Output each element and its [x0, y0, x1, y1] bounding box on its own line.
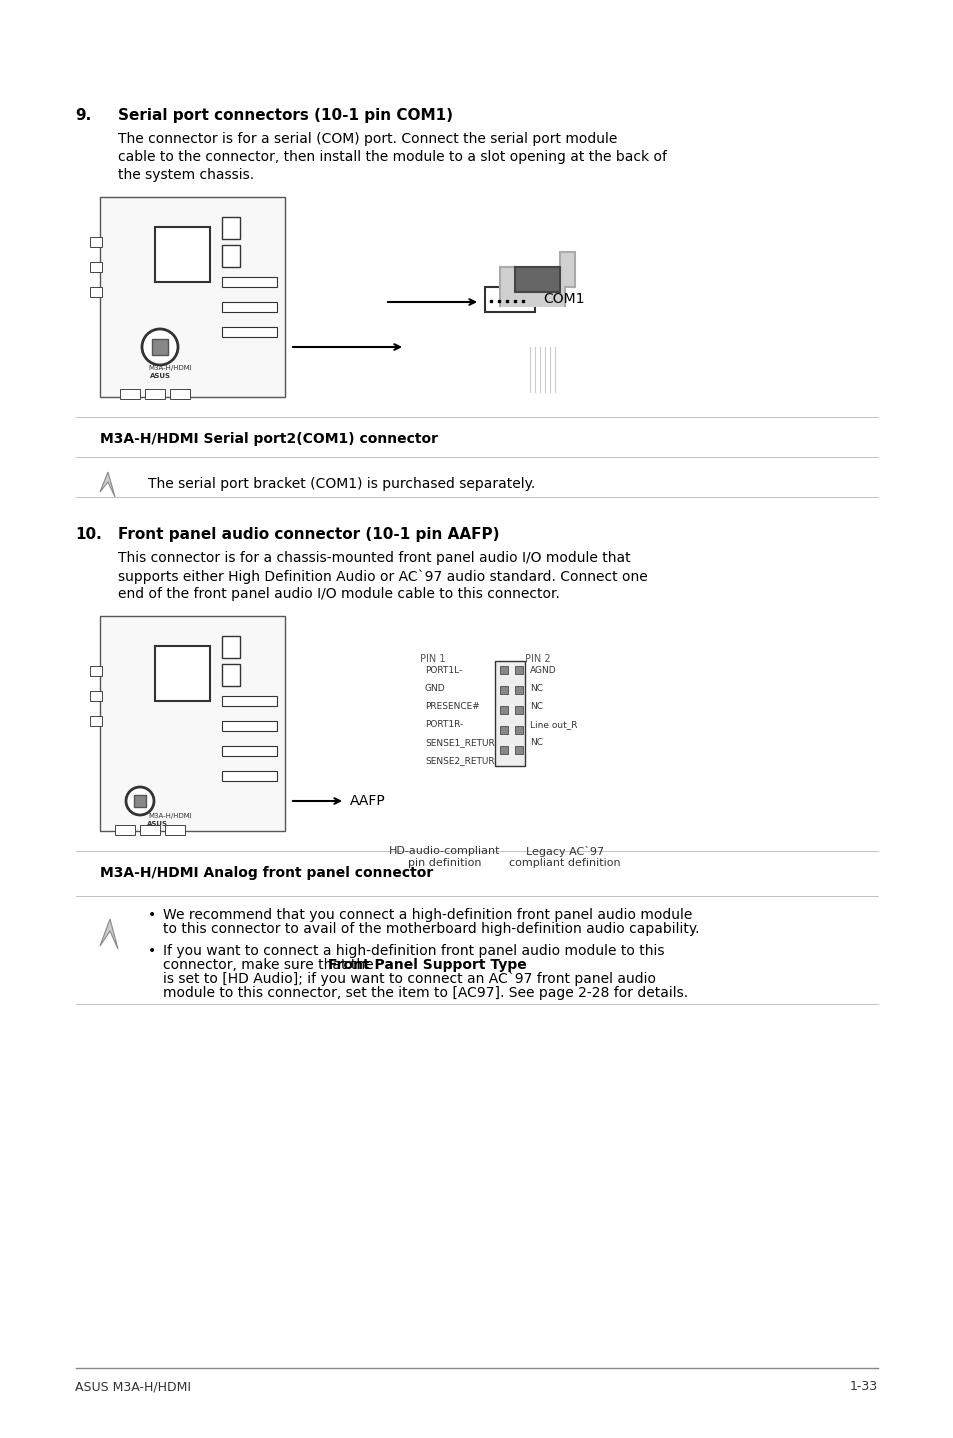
Bar	[222, 720, 276, 731]
Text: GND: GND	[424, 684, 445, 693]
Bar	[165, 825, 185, 835]
Bar	[120, 390, 140, 398]
Polygon shape	[499, 252, 575, 306]
Text: COM1: COM1	[542, 292, 584, 306]
Bar	[100, 197, 285, 397]
Text: to this connector to avail of the motherboard high-definition audio capability.: to this connector to avail of the mother…	[163, 922, 699, 936]
Bar	[222, 244, 240, 267]
Text: supports either High Definition Audio or AC`97 audio standard. Connect one: supports either High Definition Audio or…	[118, 569, 647, 584]
Bar	[90, 692, 102, 700]
Bar	[90, 716, 102, 726]
Circle shape	[142, 329, 178, 365]
Text: HD-audio-compliant: HD-audio-compliant	[389, 846, 500, 856]
Text: This connector is for a chassis-mounted front panel audio I/O module that: This connector is for a chassis-mounted …	[118, 551, 630, 565]
Text: ASUS M3A-H/HDMI: ASUS M3A-H/HDMI	[75, 1380, 191, 1393]
Bar	[100, 615, 285, 831]
Text: NC: NC	[530, 684, 542, 693]
Bar	[222, 326, 276, 336]
Bar	[499, 746, 507, 754]
Text: the system chassis.: the system chassis.	[118, 168, 253, 183]
Bar	[154, 227, 210, 282]
Text: is set to [HD Audio]; if you want to connect an AC`97 front panel audio: is set to [HD Audio]; if you want to con…	[163, 972, 656, 986]
Text: If you want to connect a high-definition front panel audio module to this: If you want to connect a high-definition…	[163, 943, 664, 958]
Text: M3A-H/HDMI: M3A-H/HDMI	[148, 365, 192, 371]
Bar	[222, 278, 276, 288]
Bar	[222, 664, 240, 686]
Bar	[515, 267, 559, 292]
Bar	[170, 390, 190, 398]
Text: M3A-H/HDMI Serial port2(COM1) connector: M3A-H/HDMI Serial port2(COM1) connector	[100, 431, 437, 446]
Text: AGND: AGND	[530, 666, 556, 674]
Text: •: •	[148, 907, 156, 922]
Bar	[222, 771, 276, 781]
Text: AAFP: AAFP	[350, 794, 385, 808]
Text: 1-33: 1-33	[849, 1380, 877, 1393]
Text: end of the front panel audio I/O module cable to this connector.: end of the front panel audio I/O module …	[118, 587, 559, 601]
Bar	[90, 237, 102, 247]
Text: ASUS: ASUS	[147, 821, 168, 827]
Polygon shape	[100, 919, 118, 949]
Bar	[484, 288, 535, 312]
Text: connector, make sure that the: connector, make sure that the	[163, 958, 377, 972]
Text: pin definition: pin definition	[408, 858, 481, 869]
Bar	[222, 746, 276, 756]
Bar	[515, 666, 522, 674]
Bar	[499, 666, 507, 674]
Text: The connector is for a serial (COM) port. Connect the serial port module: The connector is for a serial (COM) port…	[118, 132, 617, 147]
Bar	[515, 706, 522, 715]
Text: PORT1R-: PORT1R-	[424, 720, 463, 729]
Text: 10.: 10.	[75, 526, 102, 542]
Bar	[222, 217, 240, 239]
Text: The serial port bracket (COM1) is purchased separately.: The serial port bracket (COM1) is purcha…	[148, 477, 535, 490]
Bar	[222, 302, 276, 312]
Text: M3A-H/HDMI: M3A-H/HDMI	[148, 812, 192, 820]
Bar	[515, 726, 522, 733]
Text: Front Panel Support Type: Front Panel Support Type	[328, 958, 526, 972]
Bar	[152, 339, 168, 355]
Text: Legacy AC`97: Legacy AC`97	[525, 846, 603, 857]
Text: ASUS: ASUS	[150, 372, 171, 380]
Text: Serial port connectors (10-1 pin COM1): Serial port connectors (10-1 pin COM1)	[118, 108, 453, 124]
Bar	[499, 706, 507, 715]
Bar	[222, 636, 240, 659]
Text: 9.: 9.	[75, 108, 91, 124]
Bar	[222, 696, 276, 706]
Text: We recommend that you connect a high-definition front panel audio module: We recommend that you connect a high-def…	[163, 907, 692, 922]
Text: •: •	[148, 943, 156, 958]
Text: PRESENCE#: PRESENCE#	[424, 702, 479, 710]
Text: NC: NC	[530, 738, 542, 746]
Text: SENSE1_RETUR: SENSE1_RETUR	[424, 738, 495, 746]
Bar	[140, 825, 160, 835]
Bar	[90, 288, 102, 298]
Bar	[90, 666, 102, 676]
Text: NC: NC	[530, 702, 542, 710]
Bar	[154, 646, 210, 700]
Bar	[90, 262, 102, 272]
Text: cable to the connector, then install the module to a slot opening at the back of: cable to the connector, then install the…	[118, 150, 666, 164]
Bar	[515, 686, 522, 695]
Bar	[495, 661, 524, 766]
Bar	[145, 390, 165, 398]
Text: Front panel audio connector (10-1 pin AAFP): Front panel audio connector (10-1 pin AA…	[118, 526, 499, 542]
Bar	[515, 746, 522, 754]
Bar	[499, 686, 507, 695]
Text: Line out_R: Line out_R	[530, 720, 577, 729]
Text: module to this connector, set the item to [AC97]. See page 2-28 for details.: module to this connector, set the item t…	[163, 986, 687, 999]
Bar	[133, 795, 146, 807]
Text: PIN 1: PIN 1	[419, 654, 445, 664]
Circle shape	[126, 787, 153, 815]
Bar	[499, 726, 507, 733]
Text: PIN 2: PIN 2	[524, 654, 550, 664]
Polygon shape	[100, 472, 115, 498]
Bar	[115, 825, 135, 835]
Text: compliant definition: compliant definition	[509, 858, 620, 869]
Text: PORT1L-: PORT1L-	[424, 666, 462, 674]
Text: SENSE2_RETUR: SENSE2_RETUR	[424, 756, 494, 765]
Text: M3A-H/HDMI Analog front panel connector: M3A-H/HDMI Analog front panel connector	[100, 866, 433, 880]
